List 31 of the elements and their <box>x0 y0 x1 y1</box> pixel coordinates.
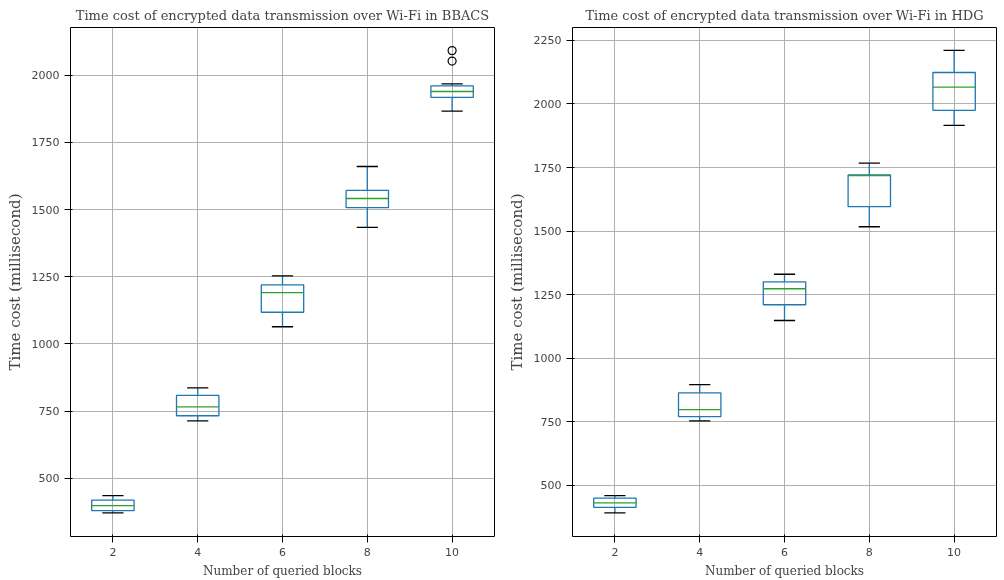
chart-title: Time cost of encrypted data transmission over Wi-Fi in BBACS <box>75 7 490 23</box>
y-tick-label: 1750 <box>533 161 562 175</box>
x-tick-label: 6 <box>781 545 788 559</box>
chart-title: Time cost of encrypted data transmission over Wi-Fi in HDG <box>585 7 984 23</box>
y-tick-label: 2000 <box>31 69 60 83</box>
y-tick-label: 2000 <box>533 97 562 111</box>
y-tick-label: 1000 <box>31 337 60 351</box>
y-tick-label: 750 <box>540 415 562 429</box>
y-tick-label: 1500 <box>533 225 562 239</box>
y-tick-label: 1250 <box>31 270 60 284</box>
x-tick-label: 4 <box>696 545 704 559</box>
x-tick-label: 8 <box>865 545 873 559</box>
y-tick-label: 1500 <box>31 203 60 217</box>
x-tick-label: 6 <box>279 545 286 559</box>
x-tick-label: 10 <box>947 545 962 559</box>
x-axis-title: Number of queried blocks <box>705 563 864 578</box>
y-axis-title: Time cost (millisecond) <box>5 193 24 371</box>
x-tick-label: 10 <box>445 545 460 559</box>
y-tick-label: 1000 <box>533 352 562 366</box>
y-tick-label: 500 <box>540 479 562 493</box>
y-tick-label: 1250 <box>533 288 562 302</box>
x-axis-title: Number of queried blocks <box>203 563 362 578</box>
x-tick-label: 8 <box>363 545 371 559</box>
y-axis-title: Time cost (millisecond) <box>507 193 526 371</box>
x-tick-label: 2 <box>611 545 619 559</box>
y-tick-label: 750 <box>38 405 60 419</box>
y-tick-label: 2250 <box>533 34 562 48</box>
x-tick-label: 4 <box>194 545 202 559</box>
x-tick-label: 2 <box>109 545 117 559</box>
y-tick-label: 500 <box>38 472 60 486</box>
y-tick-label: 1750 <box>31 136 60 150</box>
